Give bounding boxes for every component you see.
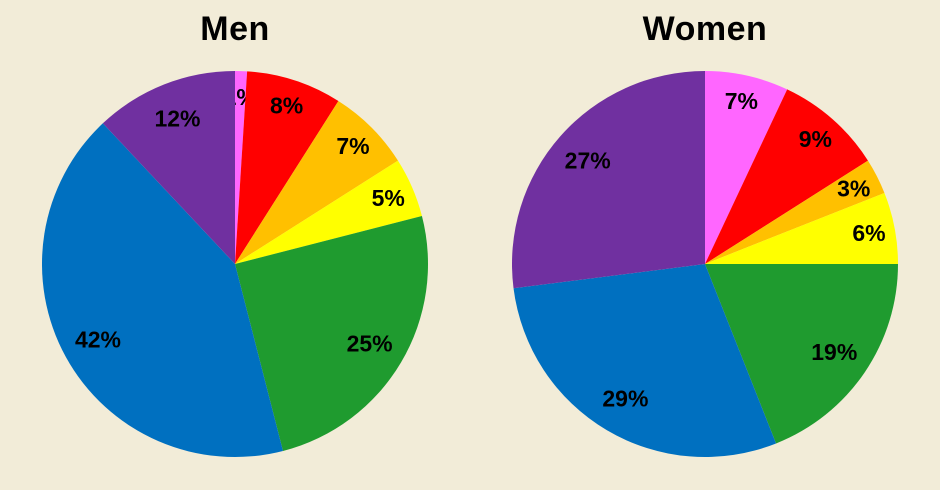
women-slice-label-purple: 27% xyxy=(565,148,611,174)
men-chart: Men 1% 8% 7% 5% 25% 42% 12% xyxy=(41,10,429,458)
women-slice-orange xyxy=(705,160,885,264)
men-slice-red xyxy=(235,71,339,264)
women-slice-label-orange: 3% xyxy=(837,175,870,201)
men-slice-label-red: 8% xyxy=(270,92,303,118)
men-slice-orange xyxy=(235,101,398,264)
women-chart: Women 7% 9% 3% 6% 19% 29% 27% xyxy=(470,0,940,490)
men-chart-title: Men xyxy=(200,10,270,48)
men-pie-chart: 1% 8%7%5%25%42%12% xyxy=(41,71,429,458)
women-slice-yellow xyxy=(705,192,898,264)
men-slice-magenta xyxy=(235,71,248,264)
women-slice-label-blue: 29% xyxy=(602,386,648,412)
women-slice-label-magenta: 7% xyxy=(725,88,758,114)
women-slice-label-yellow: 6% xyxy=(852,220,885,246)
men-slice-label-green: 25% xyxy=(347,331,393,357)
men-slice-purple xyxy=(102,71,235,264)
women-slice-label-green: 19% xyxy=(811,339,857,365)
men-slice-label-blue: 42% xyxy=(75,326,121,352)
women-slice-green xyxy=(705,264,898,444)
women-slice-purple xyxy=(511,71,705,289)
men-slice-blue xyxy=(41,123,284,458)
women-pie-chart: 7% 9%3% 6% 19% 29% 27% xyxy=(511,71,898,458)
men-slice-yellow xyxy=(235,160,422,264)
men-slice-green xyxy=(235,216,429,451)
women-slice-red xyxy=(705,89,868,265)
women-slice-label-red: 9% xyxy=(799,126,832,152)
men-slice-label-orange: 7% xyxy=(336,133,369,159)
women-slice-magenta xyxy=(705,71,788,264)
women-slice-blue xyxy=(513,264,777,458)
men-slice-label-yellow: 5% xyxy=(372,185,405,211)
women-chart-title: Women xyxy=(642,10,768,48)
men-slice-label-purple: 12% xyxy=(154,106,200,132)
